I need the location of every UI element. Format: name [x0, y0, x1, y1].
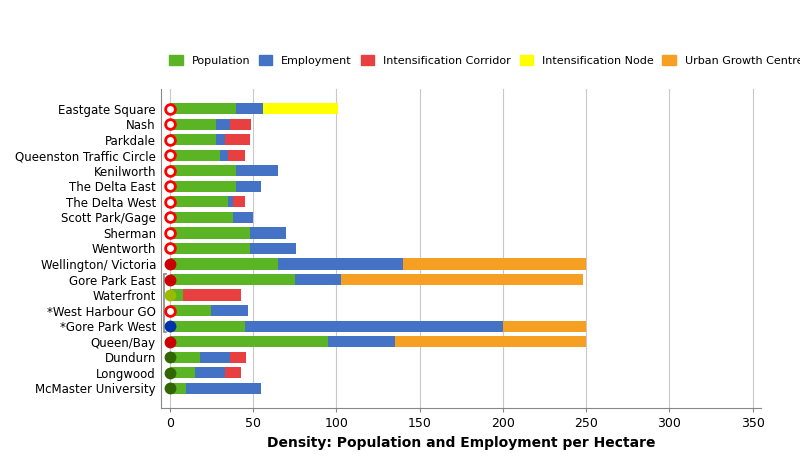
Bar: [170, 305, 211, 316]
Bar: [225, 134, 250, 146]
Legend: Population, Employment, Intensification Corridor, Intensification Node, Urban Gr: Population, Employment, Intensification …: [167, 53, 800, 68]
Bar: [170, 181, 236, 192]
Bar: [250, 243, 296, 254]
Bar: [200, 352, 230, 363]
Bar: [183, 290, 242, 301]
Bar: [236, 181, 262, 192]
Bar: [328, 336, 394, 347]
Bar: [236, 103, 263, 114]
Bar: [170, 196, 228, 207]
Bar: [278, 259, 403, 270]
Bar: [170, 150, 220, 161]
Bar: [170, 243, 250, 254]
Bar: [503, 320, 586, 332]
Bar: [170, 383, 186, 394]
Bar: [170, 259, 278, 270]
Bar: [245, 320, 503, 332]
Bar: [233, 212, 253, 223]
Bar: [170, 274, 294, 285]
Bar: [194, 367, 225, 379]
Bar: [216, 134, 225, 146]
Bar: [294, 274, 342, 285]
Bar: [170, 103, 236, 114]
Bar: [211, 305, 248, 316]
Bar: [170, 336, 328, 347]
Bar: [342, 274, 583, 285]
Bar: [228, 150, 245, 161]
Bar: [186, 383, 262, 394]
Bar: [170, 165, 236, 176]
Bar: [170, 134, 216, 146]
Bar: [236, 165, 278, 176]
Bar: [403, 259, 586, 270]
Bar: [230, 352, 246, 363]
Bar: [228, 196, 233, 207]
Bar: [170, 352, 200, 363]
Bar: [250, 227, 286, 239]
Bar: [170, 227, 250, 239]
Bar: [170, 212, 233, 223]
Bar: [216, 119, 230, 130]
Bar: [170, 290, 183, 301]
Bar: [233, 196, 245, 207]
Bar: [170, 367, 194, 379]
Bar: [220, 150, 228, 161]
Bar: [394, 336, 586, 347]
Bar: [225, 367, 242, 379]
Bar: [170, 119, 216, 130]
Bar: [263, 103, 338, 114]
X-axis label: Density: Population and Employment per Hectare: Density: Population and Employment per H…: [267, 436, 655, 450]
Bar: [170, 320, 245, 332]
Bar: [230, 119, 251, 130]
